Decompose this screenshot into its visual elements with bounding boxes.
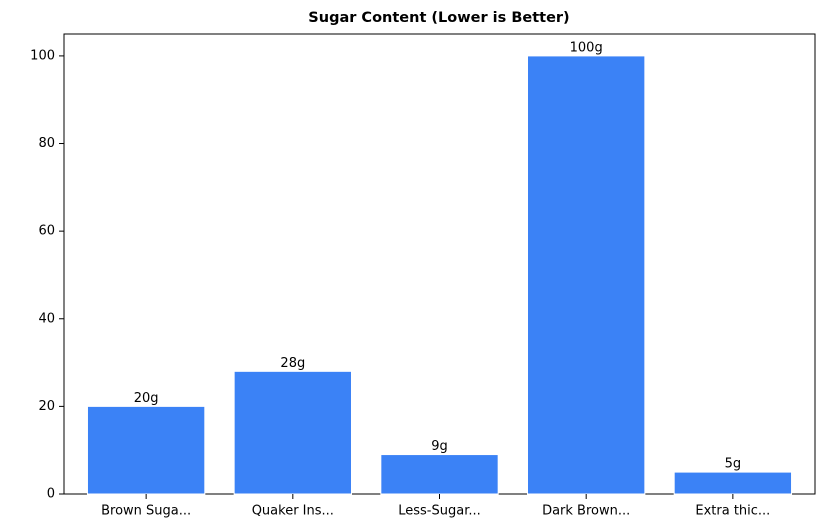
y-tick-label: 0 xyxy=(47,487,55,502)
value-label: 9g xyxy=(431,439,448,454)
value-label: 20g xyxy=(134,391,159,406)
bar xyxy=(673,471,793,495)
x-tick-label: Brown Suga... xyxy=(101,504,191,519)
y-tick-label: 60 xyxy=(38,224,55,239)
bar xyxy=(380,454,499,495)
chart-title: Sugar Content (Lower is Better) xyxy=(308,10,569,26)
y-tick-label: 100 xyxy=(30,48,55,63)
x-tick-label: Less-Sugar... xyxy=(398,504,481,519)
bar xyxy=(527,55,646,495)
y-tick-label: 80 xyxy=(38,136,55,151)
y-tick-label: 40 xyxy=(38,311,55,326)
bar xyxy=(233,370,352,495)
bar xyxy=(86,405,206,495)
value-label: 5g xyxy=(725,457,742,472)
x-tick-label: Extra thic... xyxy=(695,504,770,519)
x-tick-label: Quaker Ins... xyxy=(252,504,334,519)
y-tick-label: 20 xyxy=(38,399,55,414)
value-label: 28g xyxy=(280,356,305,371)
x-tick-label: Dark Brown... xyxy=(542,504,630,519)
value-label: 100g xyxy=(570,40,603,55)
